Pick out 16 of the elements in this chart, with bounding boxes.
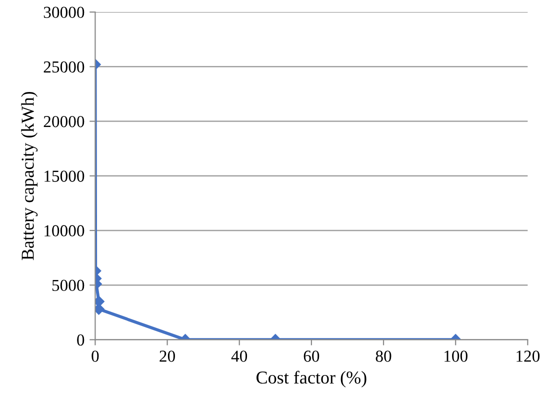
y-tick-label: 30000	[44, 6, 84, 18]
x-tick-label: 0	[92, 350, 99, 362]
y-tick-label: 5000	[52, 280, 84, 292]
x-axis-title: Cost factor (%)	[256, 370, 366, 388]
y-tick-label: 25000	[44, 61, 84, 73]
y-tick-label: 10000	[44, 225, 84, 236]
x-tick-label: 40	[231, 350, 248, 362]
y-tick-label: 0	[77, 334, 84, 346]
x-tick-label: 80	[376, 350, 392, 362]
x-tick-label: 60	[304, 350, 320, 362]
x-tick-label: 120	[516, 350, 540, 362]
y-axis-title: Battery capacity (kWh)	[21, 92, 38, 260]
y-tick-label: 15000	[44, 170, 84, 182]
x-tick-label: 20	[160, 350, 175, 362]
y-tick-label: 20000	[44, 116, 84, 128]
x-tick-label: 100	[444, 350, 468, 362]
